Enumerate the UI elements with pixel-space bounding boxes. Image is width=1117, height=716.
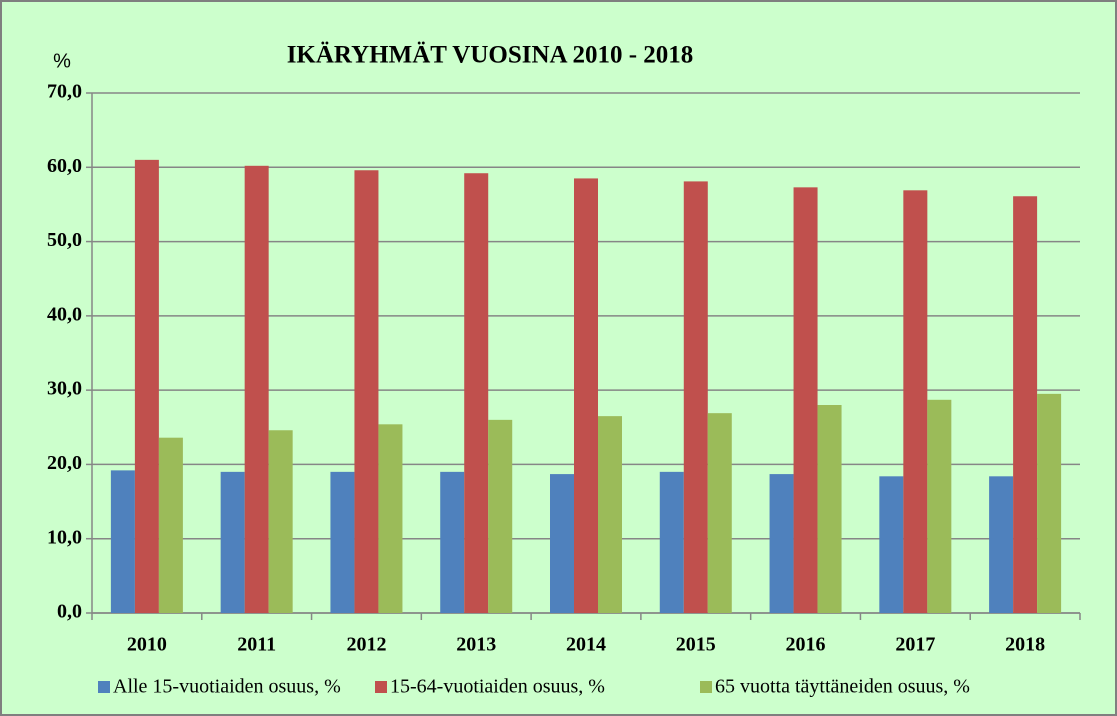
y-tick-label: 0,0 — [57, 601, 82, 623]
bar — [134, 159, 159, 613]
bar — [683, 181, 708, 613]
legend-label: Alle 15-vuotiaiden osuus, % — [113, 676, 341, 698]
bar — [879, 476, 904, 613]
x-tick-label: 2014 — [566, 634, 606, 656]
y-axis-label: % — [53, 50, 71, 72]
bar — [220, 471, 245, 613]
y-tick-label: 60,0 — [47, 155, 82, 177]
chart-title: IKÄRYHMÄT VUOSINA 2010 - 2018 — [287, 42, 694, 69]
legend-swatch — [98, 681, 110, 693]
x-tick-label: 2012 — [346, 634, 386, 656]
bar — [488, 419, 513, 613]
y-tick-label: 50,0 — [47, 229, 82, 251]
bar — [330, 471, 355, 613]
bar — [769, 474, 794, 613]
x-tick-label: 2010 — [127, 634, 167, 656]
y-tick-label: 20,0 — [47, 452, 82, 474]
bar — [244, 165, 269, 614]
bar — [659, 471, 684, 613]
x-tick-label: 2018 — [1005, 634, 1045, 656]
bar — [1037, 393, 1062, 613]
bar — [440, 471, 465, 613]
y-tick-label: 40,0 — [47, 303, 82, 325]
bar — [793, 187, 818, 614]
bar — [110, 470, 135, 613]
bar — [927, 399, 952, 613]
y-tick-label: 70,0 — [47, 81, 82, 103]
x-tick-label: 2016 — [786, 634, 826, 656]
bar — [550, 474, 574, 613]
bar — [574, 178, 598, 613]
bar — [268, 430, 293, 613]
bar — [1013, 196, 1038, 613]
bar — [598, 416, 622, 613]
y-tick-label: 10,0 — [47, 526, 82, 548]
legend-label: 15-64-vuotiaiden osuus, % — [390, 676, 605, 698]
bar — [378, 424, 403, 613]
bar — [989, 476, 1014, 613]
bar — [464, 173, 489, 613]
x-tick-label: 2011 — [237, 634, 276, 656]
legend-label: 65 vuotta täyttäneiden osuus, % — [715, 676, 970, 698]
x-tick-label: 2015 — [676, 634, 716, 656]
legend-swatch — [375, 681, 387, 693]
bar — [158, 437, 183, 613]
y-tick-label: 30,0 — [47, 378, 82, 400]
bar — [354, 170, 379, 613]
legend-swatch — [700, 681, 712, 693]
bar — [817, 405, 842, 613]
x-tick-label: 2013 — [456, 634, 496, 656]
bar — [903, 190, 928, 614]
x-tick-label: 2017 — [895, 634, 935, 656]
bar — [707, 413, 732, 613]
